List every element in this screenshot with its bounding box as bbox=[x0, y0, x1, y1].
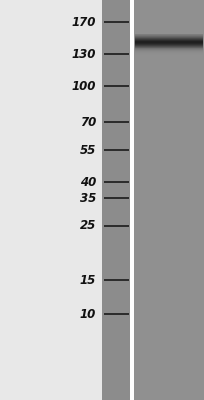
Bar bbox=[135, 52, 203, 53]
Bar bbox=[135, 47, 203, 48]
Text: 15: 15 bbox=[80, 274, 96, 286]
Text: 100: 100 bbox=[72, 80, 96, 92]
Bar bbox=[135, 41, 203, 42]
Bar bbox=[135, 57, 203, 58]
Text: 55: 55 bbox=[80, 144, 96, 156]
Bar bbox=[135, 48, 203, 49]
Bar bbox=[135, 38, 203, 39]
Bar bbox=[102, 0, 130, 400]
Bar bbox=[135, 53, 203, 54]
Bar bbox=[135, 50, 203, 51]
Bar bbox=[135, 59, 203, 60]
Bar bbox=[135, 56, 203, 57]
Text: 10: 10 bbox=[80, 308, 96, 320]
Bar bbox=[135, 42, 203, 43]
Bar bbox=[130, 0, 134, 400]
Bar bbox=[135, 49, 203, 50]
Bar bbox=[135, 43, 203, 44]
Text: 130: 130 bbox=[72, 48, 96, 60]
Bar bbox=[135, 35, 203, 36]
Bar bbox=[135, 37, 203, 38]
Bar bbox=[135, 51, 203, 52]
Bar bbox=[134, 0, 204, 400]
Bar bbox=[135, 34, 203, 35]
Bar bbox=[135, 45, 203, 46]
Bar bbox=[135, 46, 203, 47]
Text: 70: 70 bbox=[80, 116, 96, 128]
Bar bbox=[135, 36, 203, 37]
Text: 170: 170 bbox=[72, 16, 96, 28]
Bar bbox=[135, 40, 203, 41]
Text: 35: 35 bbox=[80, 192, 96, 204]
Bar bbox=[135, 39, 203, 40]
Bar bbox=[135, 55, 203, 56]
Bar bbox=[135, 58, 203, 59]
Bar bbox=[135, 54, 203, 55]
Bar bbox=[135, 61, 203, 62]
Text: 25: 25 bbox=[80, 220, 96, 232]
Text: 40: 40 bbox=[80, 176, 96, 188]
Bar bbox=[135, 44, 203, 45]
